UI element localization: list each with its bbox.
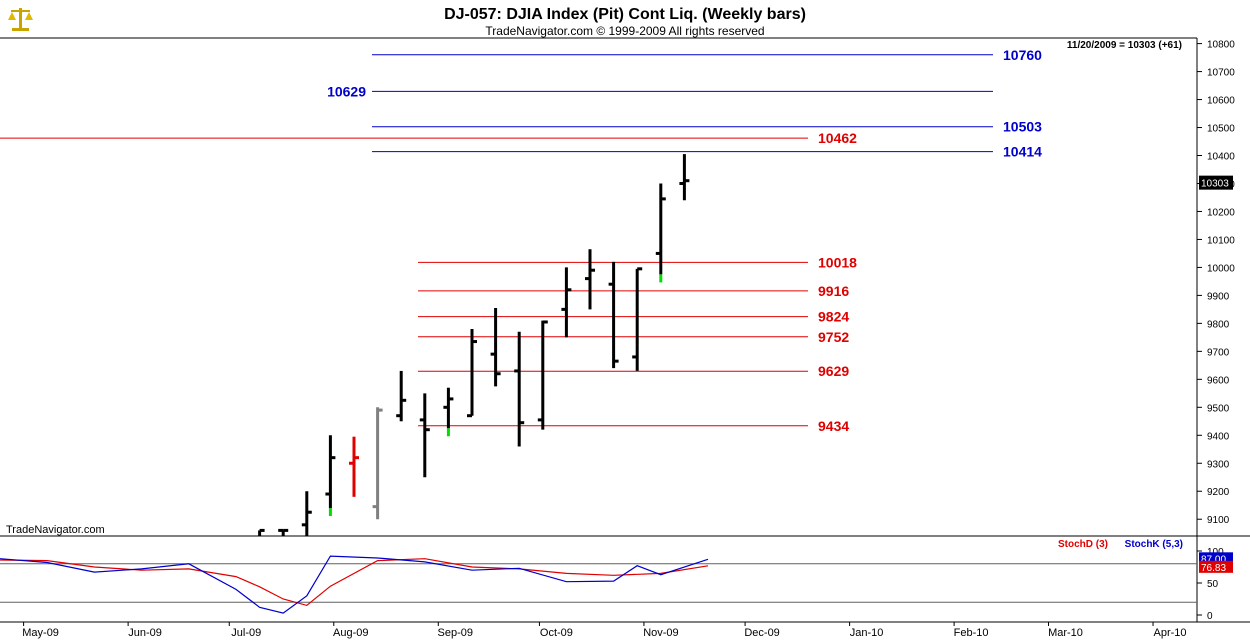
price-tick-label: 10000 [1207,263,1235,274]
price-tick-label: 9500 [1207,403,1230,414]
blue-level-label: 10760 [1003,47,1042,63]
stoch-k-line [0,555,709,614]
stoch-d-legend: StochD (3) [1058,539,1108,550]
chart-title: DJ-057: DJIA Index (Pit) Cont Liq. (Week… [444,6,806,23]
x-tick-label: Dec-09 [744,627,779,639]
ohlc-bar [349,436,359,497]
ohlc-bar [396,370,407,422]
stoch-tick-label: 0 [1207,611,1213,622]
red-level-label: 9629 [818,363,849,379]
price-tick-label: 10200 [1207,207,1235,218]
blue-level-label: 10414 [1003,144,1042,160]
ohlc-bar [561,267,572,338]
price-tick-label: 9600 [1207,375,1230,386]
stoch-tick-label: 50 [1207,579,1219,590]
price-tick-label: 10700 [1207,68,1235,79]
trade-navigator-logo [6,4,36,34]
price-tick-label: 10600 [1207,96,1235,107]
ohlc-bar [258,528,265,536]
stoch-k-value: 87.00 [1201,554,1226,565]
price-tick-label: 10400 [1207,152,1235,163]
price-tick-label: 10500 [1207,124,1235,135]
red-level-label: 9916 [818,283,849,299]
x-tick-label: Feb-10 [954,627,989,639]
ohlc-bar [278,528,289,536]
price-tick-label: 9800 [1207,319,1230,330]
ohlc-bar [372,407,383,520]
ohlc-bar [467,328,477,418]
red-level-label: 10462 [818,130,857,146]
x-tick-label: Jul-09 [231,627,261,639]
price-tick-label: 9400 [1207,431,1230,442]
stoch-k-legend: StochK (5,3) [1125,539,1183,550]
ohlc-bar [490,307,501,387]
price-tick-label: 9900 [1207,291,1230,302]
x-tick-label: Nov-09 [643,627,678,639]
stoch-d-value-box [1199,560,1233,573]
ohlc-bar [325,435,336,517]
x-tick-label: Oct-09 [540,627,573,639]
ohlc-bar [443,387,454,437]
price-tick-label: 10800 [1207,40,1235,51]
red-level-label: 9824 [818,309,849,325]
price-tick-label: 9200 [1207,487,1230,498]
ohlc-bar [537,320,548,430]
x-tick-label: Mar-10 [1048,627,1083,639]
x-tick-label: Jan-10 [850,627,884,639]
x-tick-label: Sep-09 [438,627,473,639]
red-level-label: 10018 [818,254,857,270]
watermark-text: TradeNavigator.com [6,524,105,536]
last-price-label: 10303 [1201,179,1229,190]
ohlc-bar [679,154,690,201]
price-tick-label: 9100 [1207,515,1230,526]
price-tick-label: 10100 [1207,235,1235,246]
ohlc-bar [301,491,312,536]
copyright-text: TradeNavigator.com © 1999-2009 All right… [485,24,764,38]
ohlc-bar [632,267,643,371]
x-tick-label: Aug-09 [333,627,368,639]
last-price-box [1199,175,1233,190]
x-tick-label: Apr-10 [1154,627,1187,639]
red-level-label: 9752 [818,329,849,345]
blue-level-label: 10503 [1003,119,1042,135]
ohlc-bar [514,331,525,447]
blue-level-label: 10629 [327,83,366,99]
last-bar-info: 11/20/2009 = 10303 (+61) [1067,40,1182,51]
red-level-label: 9434 [818,418,849,434]
stoch-d-value: 76.83 [1201,563,1226,574]
ohlc-bar [419,393,430,478]
stoch-d-line [0,558,709,607]
ohlc-bar [585,249,595,310]
x-tick-label: May-09 [22,627,59,639]
ohlc-bar [655,183,666,283]
price-tick-label: 9300 [1207,459,1230,470]
x-tick-label: Jun-09 [128,627,162,639]
ohlc-bar [608,261,619,369]
price-tick-label: 9700 [1207,347,1230,358]
